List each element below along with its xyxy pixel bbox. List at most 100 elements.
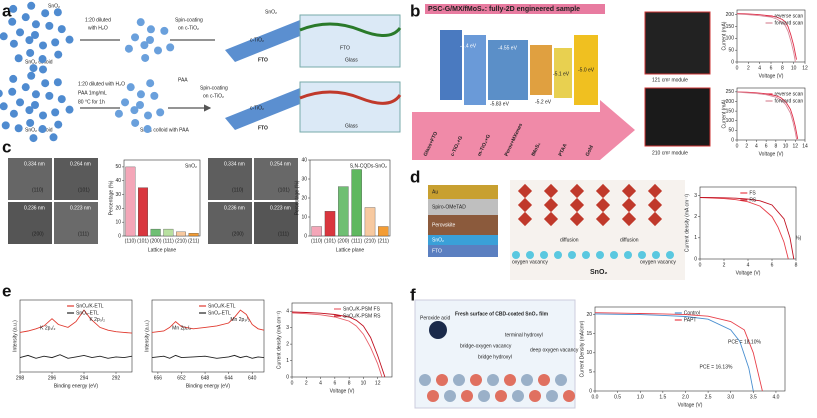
particle [160,26,169,35]
particle [9,74,18,83]
x-tick-label: 2.0 [682,394,689,400]
x-tick-label: 6 [765,143,768,149]
x-tick-label: 6 [771,262,774,268]
plot-frame [736,87,806,141]
x-tick-label: 4 [758,65,761,71]
octahedron [569,183,585,199]
x-tick-label: 2.5 [705,394,712,400]
layer-label: Gold [585,145,595,158]
crystal-label: diffusion [620,237,639,243]
x-tick-label: 12 [802,65,808,71]
x-tick-label: 298 [16,375,25,381]
y-tick-label: 5 [589,369,592,375]
x-tick-label: (210) [175,238,187,244]
x-tick-label: 2 [723,262,726,268]
y-axis-label: Current Density (mA/cm²) [579,320,585,377]
y-tick-label: 150 [726,108,735,114]
particle [21,13,30,22]
particle [114,109,123,118]
panel-letter: d [410,167,420,186]
legend-label: FS [749,190,756,196]
legend-label: PAPT [684,317,697,323]
particle [130,106,139,115]
panel-letter: c [2,137,11,156]
y-tick-label: 50 [115,164,121,170]
atom [478,390,490,402]
y-axis-label: Current density (mA cm⁻²) [684,194,690,253]
atom [582,251,590,259]
x-tick-label: 656 [154,375,163,381]
plane-label: (110) [32,187,44,193]
label: c-TiO₂ [250,105,264,111]
atom [568,251,576,259]
layer-label: PTAA [558,143,569,158]
y-tick-label: 0 [286,374,289,380]
x-tick-label: 4 [755,143,758,149]
particle [65,105,74,114]
x-axis-label: Voltage (V) [759,73,784,79]
octahedron [569,197,585,213]
annotation: K 2p₃/₂ [89,317,105,323]
spacing-label: 0.334 nm [24,161,45,167]
x-tick-label: 0 [291,380,294,386]
x-tick-label: 10 [783,143,789,149]
particle [1,121,10,130]
bar [364,207,376,237]
energy: -4.55 eV [498,45,518,51]
particle [54,50,63,59]
y-tick-label: 0 [694,256,697,262]
y-tick-label: 20 [301,195,307,201]
x-tick-label: 12 [793,143,799,149]
module-photo [644,87,711,147]
atom [495,390,507,402]
label: bridge-oxygen vacancy [460,343,512,349]
x-axis-label: Voltage (V) [736,270,761,276]
tem-image [208,202,252,244]
particle [146,36,154,44]
module-label: 121 cm² module [652,77,688,83]
particle [57,95,66,104]
legend-label: SnO₂-ETL [208,310,231,316]
plane-label: (200) [232,231,244,237]
octahedron [595,197,611,213]
panel-letter: a [2,1,12,20]
particle [51,38,60,47]
spacing-label: 0.264 nm [70,161,91,167]
layer [428,215,498,235]
particle [26,118,35,127]
series-line [594,312,763,392]
atom [526,251,534,259]
legend-label: forward scan [775,20,804,26]
x-tick-label: 8 [795,262,798,268]
atom [470,374,482,386]
label: Glass [345,123,358,129]
y-tick-label: 3 [286,325,289,331]
particle [57,25,66,34]
layer [530,45,552,95]
plane-label: (110) [232,187,244,193]
atom [540,251,548,259]
x-tick-label: 8 [781,65,784,71]
legend-label: reverse scan [775,91,804,97]
bar [311,226,322,237]
plot-frame [151,299,265,373]
octahedron [543,183,559,199]
series-line [594,313,754,392]
y-tick-label: 1 [694,235,697,241]
x-tick-label: 3.5 [750,394,757,400]
y-tick-label: 15 [586,331,592,337]
y-tick-label: 20 [115,206,121,212]
panel-a: a SnO₂ SnO₂ colloid 1:20 diluted with H₂… [2,1,402,133]
particle [14,54,23,63]
particle [51,108,60,117]
y-tick-label: 50 [728,48,734,54]
x-tick-label: (211) [378,238,390,244]
atom [546,390,558,402]
atom [666,251,674,259]
particle [16,98,25,107]
label: 1:20 diluted with H₂O [78,81,125,87]
particle [45,91,54,100]
label: c-TiO₂ [250,37,264,43]
particle [29,64,38,73]
title: PSC-G/MX/fMoS₂: fully-2D engineered samp… [428,6,580,13]
